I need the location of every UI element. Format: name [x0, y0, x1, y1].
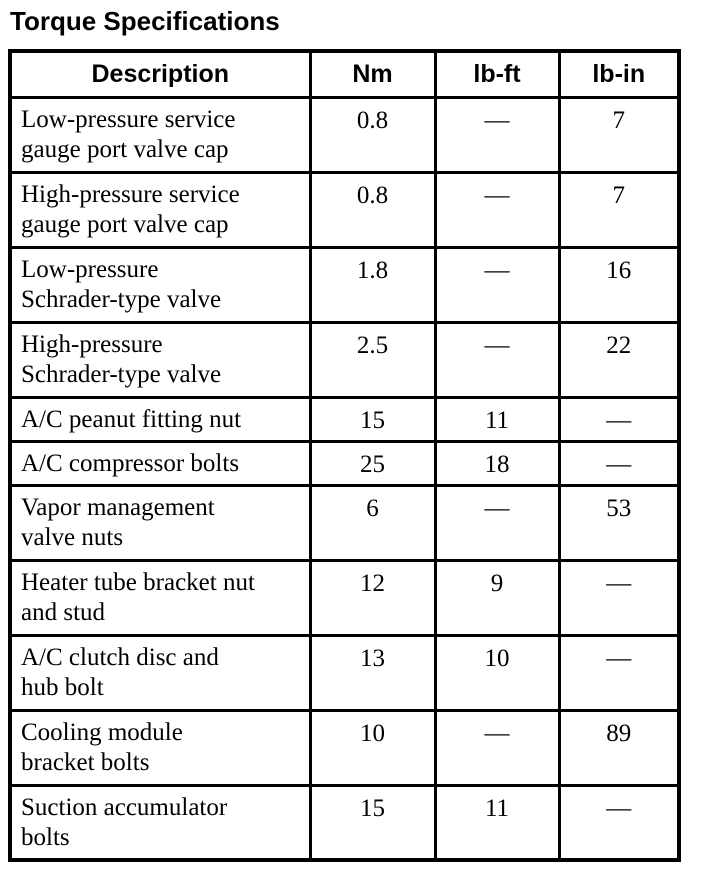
cell-lb-ft: — — [433, 170, 561, 249]
cell-nm: 10 — [308, 708, 437, 787]
cell-description: Low-pressure Schrader-type valve — [8, 245, 312, 324]
cell-lb-ft: 11 — [433, 395, 561, 443]
cell-lb-in: — — [557, 783, 681, 862]
table-row: Vapor management valve nuts 6 — 53 — [8, 483, 681, 562]
table-row: Cooling module bracket bolts 10 — 89 — [8, 708, 681, 787]
cell-lb-in: — — [557, 395, 681, 443]
table-header-row: Description Nm lb-ft lb-in — [8, 49, 681, 99]
cell-lb-ft: 18 — [433, 439, 561, 487]
cell-lb-in: 53 — [557, 483, 681, 562]
cell-nm: 12 — [308, 558, 437, 637]
cell-description: Low-pressure service gauge port valve ca… — [8, 95, 312, 174]
page-title: Torque Specifications — [10, 6, 280, 36]
cell-lb-in: — — [557, 439, 681, 487]
table-row: Heater tube bracket nut and stud 12 9 — — [8, 558, 681, 637]
column-header-lb-ft: lb-ft — [433, 49, 561, 99]
column-header-nm: Nm — [308, 49, 437, 99]
cell-description: Suction accumulator bolts — [8, 783, 312, 862]
cell-lb-ft: — — [433, 320, 561, 399]
cell-lb-ft: — — [433, 483, 561, 562]
cell-description: Heater tube bracket nut and stud — [8, 558, 312, 637]
cell-nm: 0.8 — [308, 95, 437, 174]
cell-nm: 15 — [308, 395, 437, 443]
cell-nm: 25 — [308, 439, 437, 487]
table-row: A/C compressor bolts 25 18 — — [8, 439, 681, 487]
cell-lb-in: 89 — [557, 708, 681, 787]
cell-description: Vapor management valve nuts — [8, 483, 312, 562]
cell-description: Cooling module bracket bolts — [8, 708, 312, 787]
cell-nm: 2.5 — [308, 320, 437, 399]
cell-lb-ft: — — [433, 245, 561, 324]
cell-description: A/C clutch disc and hub bolt — [8, 633, 312, 712]
cell-lb-ft: — — [433, 708, 561, 787]
cell-lb-ft: 11 — [433, 783, 561, 862]
table-row: High-pressure service gauge port valve c… — [8, 170, 681, 249]
table-row: A/C peanut fitting nut 15 11 — — [8, 395, 681, 443]
cell-description: A/C compressor bolts — [8, 439, 312, 487]
table-row: Low-pressure service gauge port valve ca… — [8, 95, 681, 174]
cell-nm: 0.8 — [308, 170, 437, 249]
cell-lb-in: 16 — [557, 245, 681, 324]
table-row: A/C clutch disc and hub bolt 13 10 — — [8, 633, 681, 712]
cell-lb-in: 7 — [557, 95, 681, 174]
cell-description: A/C peanut fitting nut — [8, 395, 312, 443]
cell-lb-in: 22 — [557, 320, 681, 399]
cell-description: High-pressure Schrader-type valve — [8, 320, 312, 399]
cell-nm: 1.8 — [308, 245, 437, 324]
cell-nm: 15 — [308, 783, 437, 862]
cell-nm: 6 — [308, 483, 437, 562]
cell-nm: 13 — [308, 633, 437, 712]
cell-lb-in: — — [557, 558, 681, 637]
cell-description: High-pressure service gauge port valve c… — [8, 170, 312, 249]
column-header-description: Description — [8, 49, 312, 99]
cell-lb-ft: — — [433, 95, 561, 174]
column-header-lb-in: lb-in — [557, 49, 681, 99]
cell-lb-ft: 10 — [433, 633, 561, 712]
table-row: Suction accumulator bolts 15 11 — — [8, 783, 681, 862]
cell-lb-in: 7 — [557, 170, 681, 249]
table-row: High-pressure Schrader-type valve 2.5 — … — [8, 320, 681, 399]
cell-lb-ft: 9 — [433, 558, 561, 637]
cell-lb-in: — — [557, 633, 681, 712]
torque-specifications-table: Description Nm lb-ft lb-in Low-pressure … — [8, 49, 681, 862]
table-row: Low-pressure Schrader-type valve 1.8 — 1… — [8, 245, 681, 324]
